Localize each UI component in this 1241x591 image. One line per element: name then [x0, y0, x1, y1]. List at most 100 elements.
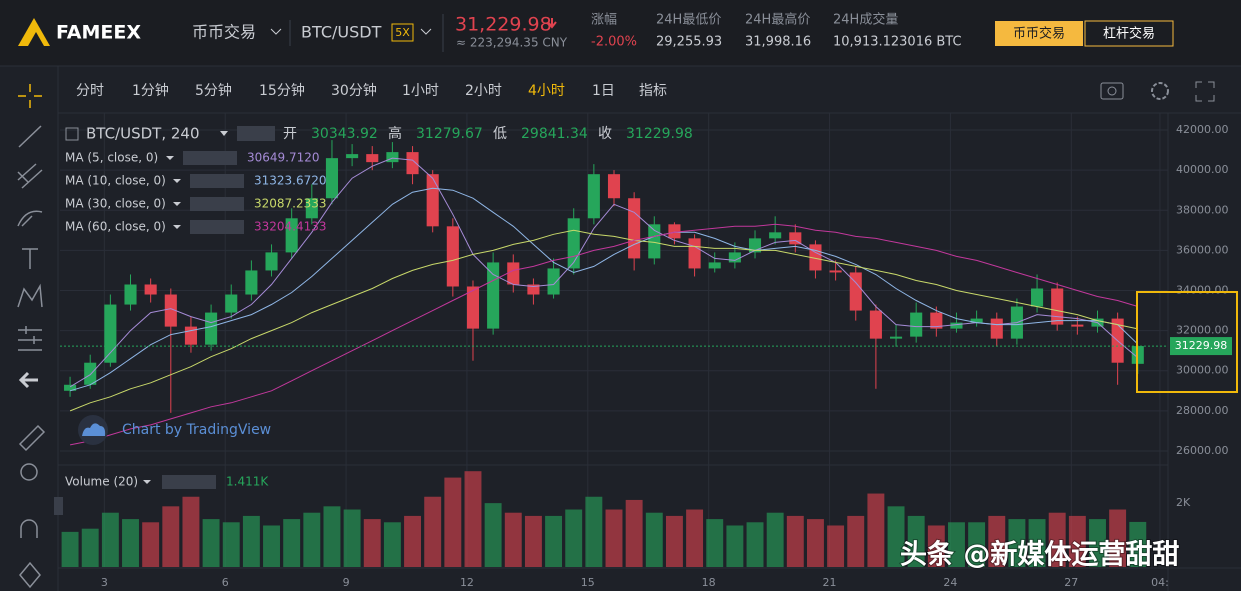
pair[interactable]: BTC/USDT	[301, 23, 382, 42]
volume-bar	[283, 519, 301, 567]
candle-body	[1071, 324, 1084, 327]
pattern-tool[interactable]	[17, 283, 43, 308]
ma-line	[69, 229, 1138, 412]
ma-value: 30649.7120	[247, 151, 320, 165]
ohlc-value: 30343.92	[311, 126, 378, 142]
candle-body	[84, 362, 97, 385]
volume-bar	[1028, 519, 1046, 567]
fib-tool[interactable]	[17, 163, 43, 189]
ma-value: 32087.2333	[254, 197, 327, 211]
spot-button[interactable]	[995, 21, 1083, 46]
interval[interactable]: 指标	[639, 83, 667, 99]
candle-body	[547, 268, 560, 295]
interval[interactable]: 1分钟	[132, 82, 169, 99]
candle-body	[829, 270, 842, 273]
volume-bar	[202, 519, 220, 567]
button-label[interactable]: 币币交易	[1013, 26, 1065, 42]
camera-icon[interactable]	[1100, 82, 1124, 100]
volume-bar	[625, 499, 643, 567]
stat-label: 涨幅	[591, 13, 617, 28]
logo-text[interactable]: FAMEEX	[56, 22, 141, 44]
highlight-box	[1136, 291, 1238, 393]
ma-line	[69, 187, 1139, 392]
ma-buttons	[183, 151, 237, 165]
candle-body	[950, 322, 963, 329]
volume-bar	[464, 471, 482, 567]
interval[interactable]: 2小时	[465, 83, 502, 99]
volume-bar	[1048, 512, 1066, 567]
candle-body	[930, 312, 943, 329]
leverage: 5X	[395, 26, 410, 39]
candle-body	[205, 312, 218, 345]
candle-body	[325, 158, 339, 199]
magnet-tool[interactable]	[20, 519, 38, 538]
volume-bar	[404, 515, 422, 567]
x-tick-label: 18	[702, 576, 716, 589]
brush-tool[interactable]	[17, 210, 43, 227]
candle-body	[587, 174, 600, 219]
crosshair-tool[interactable]	[18, 84, 42, 108]
lock-tool[interactable]	[19, 561, 41, 589]
volume-buttons	[162, 475, 216, 489]
zoom-tool[interactable]	[20, 463, 38, 481]
candle-body	[567, 218, 580, 269]
volume-bar	[162, 506, 180, 567]
text-tool[interactable]	[22, 248, 38, 269]
ruler-tool[interactable]	[18, 424, 46, 452]
tv-watermark[interactable]: Chart by TradingView	[122, 422, 271, 438]
x-tick-label: 04:	[1151, 576, 1169, 589]
candle-body	[527, 284, 540, 295]
y-tick-label: 42000.00	[1176, 123, 1229, 136]
candle-body	[990, 318, 1003, 339]
logo-mark-cut	[28, 32, 44, 46]
logo-mark	[18, 18, 50, 46]
candle-body	[1031, 288, 1044, 307]
candle-body	[64, 384, 77, 391]
volume-bar	[424, 496, 442, 567]
volume-bar	[988, 515, 1006, 567]
fullscreen-icon[interactable]	[1195, 81, 1215, 102]
volume-bar	[524, 515, 542, 567]
volume-bar	[222, 522, 240, 567]
ohlc-label: 收	[598, 126, 612, 142]
ma-buttons	[190, 174, 244, 188]
dropdown-arrow	[420, 28, 432, 35]
collapse-handle[interactable]	[54, 497, 63, 515]
ohlc-label: 高	[388, 125, 402, 142]
volume-bar	[142, 522, 160, 567]
volume-bar	[948, 522, 965, 567]
interval[interactable]: 1小时	[402, 83, 439, 99]
button-label[interactable]: 杠杆交易	[1103, 26, 1155, 42]
volume-bar	[122, 519, 139, 567]
legend-icon	[65, 127, 79, 141]
interval[interactable]: 15分钟	[259, 82, 305, 99]
prediction-tool[interactable]	[18, 326, 42, 351]
y-tick-label: 30000.00	[1176, 364, 1229, 377]
interval[interactable]: 分时	[76, 83, 104, 99]
interval[interactable]: 30分钟	[331, 82, 377, 99]
candle-body	[668, 224, 681, 239]
volume-bar	[746, 522, 764, 567]
stat-label: 24H最低价	[656, 13, 721, 28]
interval[interactable]: 1日	[592, 83, 615, 99]
dropdown-arrow	[270, 28, 282, 35]
volume-bar	[686, 509, 704, 567]
volume-bar	[907, 515, 925, 567]
dropdown	[173, 179, 181, 183]
settings-icon[interactable]	[1151, 82, 1169, 100]
interval[interactable]: 5分钟	[195, 82, 232, 99]
trendline-tool[interactable]	[18, 125, 42, 148]
volume-bar	[383, 522, 401, 567]
leverage-box	[391, 23, 414, 42]
candle-body	[849, 272, 862, 311]
margin-button[interactable]	[1084, 20, 1174, 47]
chart-title: BTC/USDT, 240	[86, 125, 199, 143]
interval[interactable]: 4小时	[528, 83, 565, 99]
candle-body	[164, 294, 177, 327]
back-tool[interactable]	[18, 371, 38, 389]
volume-bar	[968, 522, 986, 567]
market-menu[interactable]: 币币交易	[192, 23, 256, 42]
ma-buttons	[190, 197, 244, 211]
volume-bar	[706, 519, 724, 567]
